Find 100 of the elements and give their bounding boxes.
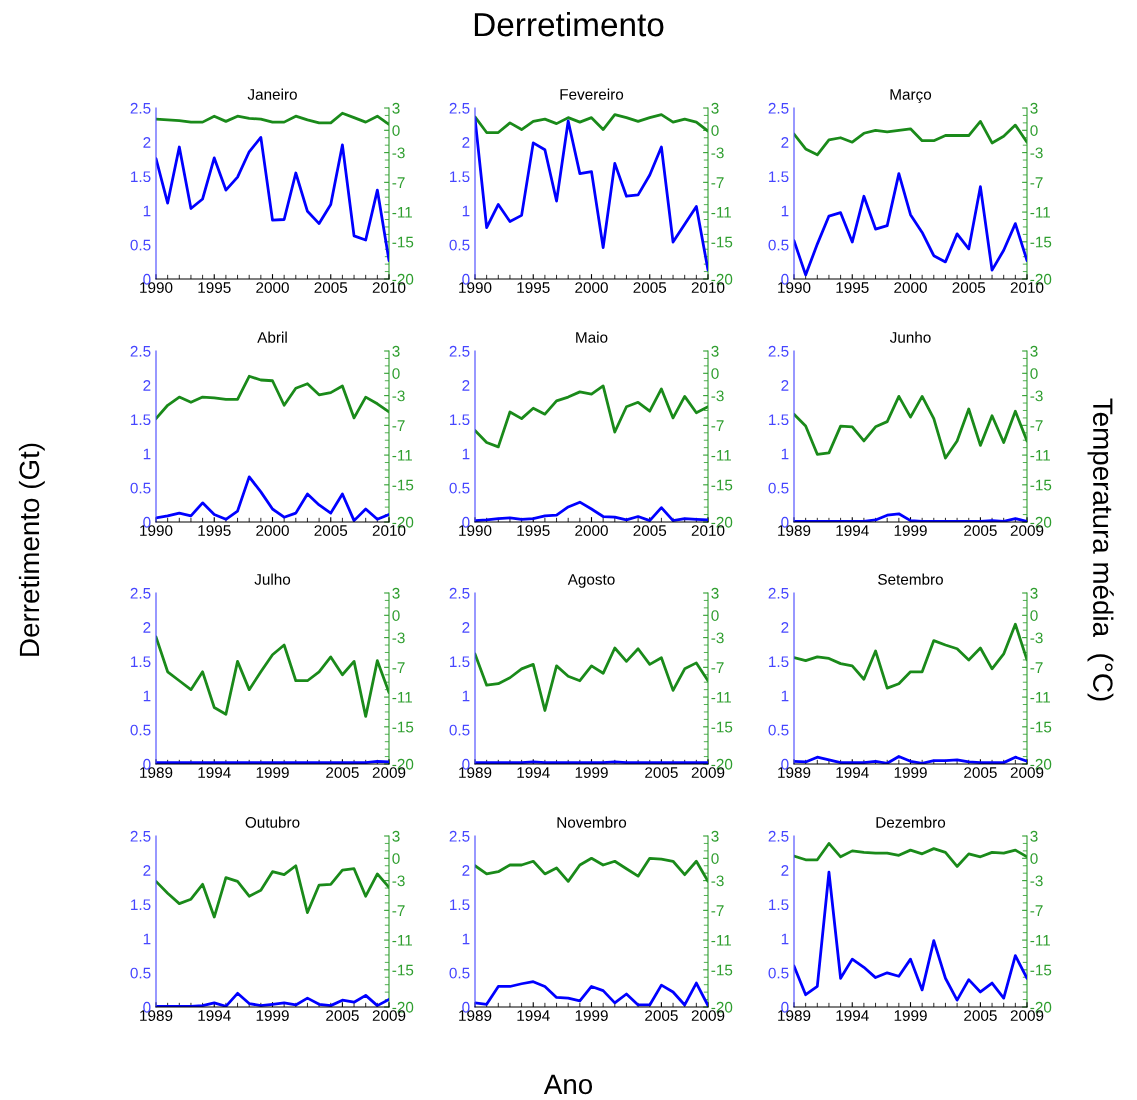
y-tick-label: 1.5 (131, 414, 151, 426)
y-tick-label: 2 (462, 622, 470, 633)
y-tick-label: 2 (143, 137, 151, 148)
y2-tick-label: 3 (711, 587, 719, 599)
x-tick-label: 1999 (575, 1010, 608, 1021)
y-tick-label: 1 (781, 205, 789, 217)
y2-tick-label: -15 (1030, 964, 1052, 976)
y-tick-label: 2 (781, 865, 789, 876)
y2-tick-label: -3 (1030, 147, 1043, 159)
y2-tick-label: 0 (392, 368, 400, 379)
y2-tick-label: -15 (1030, 479, 1052, 491)
y-tick-label: 1 (143, 933, 151, 945)
line-series (794, 842, 1027, 868)
x-tick-label: 2005 (326, 767, 359, 778)
x-tick-label: 1994 (517, 767, 550, 778)
y2-tick-label: -15 (1030, 721, 1052, 733)
chart-title: Novembro (557, 816, 627, 828)
x-tick-label: 1995 (198, 525, 231, 536)
chart-title: Janeiro (247, 88, 297, 100)
y-tick-label: 1 (462, 690, 470, 702)
x-tick-label: 1995 (836, 282, 869, 293)
y2-tick-label: -15 (392, 964, 414, 976)
x-tick-label: 1994 (836, 767, 869, 778)
y2-tick-label: -11 (711, 450, 731, 461)
y-tick-label: 0.5 (449, 482, 470, 494)
y2-tick-label: -3 (1030, 390, 1043, 402)
line-series (794, 119, 1027, 157)
y2-tick-label: -3 (711, 390, 724, 402)
chart-title: Agosto (567, 574, 615, 588)
text: Temperatura média (°C) (1087, 398, 1114, 701)
y2-tick-label: -15 (392, 479, 414, 491)
y-tick-label: 1 (143, 205, 151, 217)
y-tick-label: 1.5 (450, 414, 470, 426)
y-tick-label: 1.5 (131, 656, 151, 668)
y-tick-label: 0.5 (768, 239, 789, 251)
line-series (794, 870, 1027, 1002)
text: Derretimento (474, 11, 664, 37)
y2-tick-label: 3 (711, 102, 719, 114)
y2-tick-label: 0 (711, 368, 719, 379)
y2-tick-label: 3 (711, 830, 719, 842)
y-tick-label: 2 (143, 380, 151, 391)
y2-tick-label: 0 (1030, 610, 1038, 621)
y-tick-label: 2.5 (449, 587, 470, 599)
y-tick-label: 0.5 (130, 724, 151, 736)
chart-title: Julho (254, 573, 291, 585)
y2-tick-label: 0 (711, 610, 719, 621)
y2-tick-label: -11 (392, 207, 412, 218)
y2-tick-label: -7 (1030, 905, 1043, 916)
y2-tick-label: -7 (711, 177, 724, 188)
y-tick-label: 0.5 (768, 967, 789, 979)
line-series (156, 635, 389, 718)
x-tick-label: 1994 (836, 525, 869, 536)
y2-tick-label: -15 (1030, 236, 1052, 248)
y-tick-label: 0.5 (768, 724, 789, 736)
y2-tick-label: 3 (392, 587, 400, 599)
line-series (794, 622, 1027, 690)
y2-tick-label: -3 (711, 875, 724, 887)
chart-title: Março (890, 89, 932, 103)
y2-tick-label: -7 (711, 905, 724, 916)
x-tick-label: 1999 (256, 1010, 289, 1021)
y-tick-label: 2.5 (449, 345, 470, 357)
y2-tick-label: 0 (1030, 853, 1038, 864)
line-series (475, 384, 708, 449)
y2-tick-label: -15 (711, 236, 733, 248)
y2-tick-label: -15 (711, 479, 733, 491)
x-tick-label: 1999 (894, 767, 927, 778)
y2-tick-label: 3 (392, 830, 400, 842)
line-series (156, 136, 389, 262)
y2-tick-label: 3 (392, 102, 400, 114)
y2-tick-label: -11 (392, 450, 412, 461)
y2-tick-label: 3 (711, 345, 719, 357)
x-tick-label: 1994 (198, 1010, 231, 1021)
chart-title: Setembro (878, 573, 943, 585)
y-tick-label: 2.5 (130, 102, 151, 114)
x-tick-label: 2005 (964, 525, 997, 536)
y2-tick-label: -11 (711, 935, 731, 946)
line-series (475, 980, 708, 1007)
y2-tick-label: -7 (711, 420, 724, 431)
x-tick-label: 1995 (517, 525, 550, 536)
y2-tick-label: -3 (711, 147, 724, 159)
x-tick-label: 1995 (198, 282, 231, 293)
y2-tick-label: 3 (1030, 345, 1038, 357)
x-tick-label: 2000 (575, 282, 608, 293)
y-tick-label: 1 (781, 448, 789, 460)
line-series (156, 991, 389, 1007)
y2-tick-label: -7 (392, 177, 405, 188)
y2-tick-label: 0 (392, 610, 400, 621)
y2-tick-label: -15 (711, 721, 733, 733)
y2-tick-label: -7 (1030, 177, 1043, 188)
y2-tick-label: -3 (1030, 632, 1043, 644)
y-tick-label: 2 (143, 622, 151, 633)
x-tick-label: 1994 (517, 1010, 550, 1021)
chart-title: Dezembro (876, 816, 946, 828)
y-tick-label: 2.5 (768, 830, 789, 842)
x-tick-label: 1999 (894, 1010, 927, 1021)
line-series (475, 856, 708, 883)
y2-tick-label: -7 (392, 905, 405, 916)
chart-title: Fevereiro (560, 88, 624, 100)
y2-tick-label: 0 (1030, 125, 1038, 136)
y2-tick-label: -3 (392, 875, 405, 887)
